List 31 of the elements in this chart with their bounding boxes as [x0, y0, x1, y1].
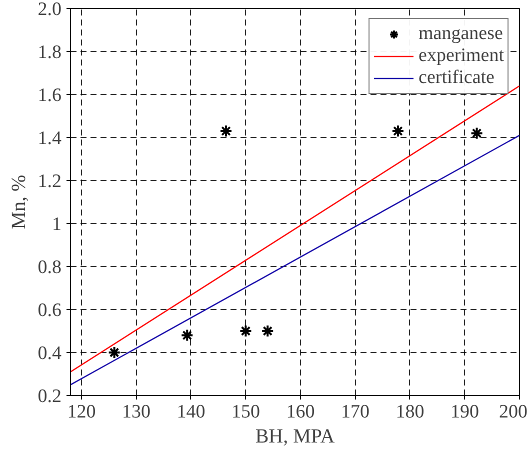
- y-tick-label: 1: [52, 214, 62, 235]
- x-tick-label: 120: [67, 402, 96, 422]
- y-axis-title: Mn, %: [8, 174, 30, 230]
- y-tick-label: 0.4: [38, 343, 62, 364]
- x-tick-label: 200: [499, 402, 527, 422]
- x-tick-label: 150: [231, 402, 260, 422]
- y-tick-label: 1.2: [38, 171, 62, 192]
- y-tick-label: 2.0: [38, 0, 62, 20]
- x-tick-label: 160: [286, 402, 315, 422]
- y-tick-label: 0.2: [38, 386, 62, 407]
- x-axis-title: BH, MPA: [255, 426, 336, 448]
- point: [108, 346, 121, 359]
- x-tick-label: 170: [340, 402, 370, 422]
- point: [261, 324, 274, 338]
- y-tick-label: 1.4: [38, 128, 62, 149]
- legend-label: manganese: [418, 23, 503, 45]
- point: [220, 124, 233, 138]
- point: [391, 124, 404, 138]
- x-tick-label: 130: [122, 402, 150, 422]
- legend-label: certificate: [418, 67, 494, 89]
- y-tick-label: 0.6: [38, 300, 62, 321]
- point: [470, 126, 484, 140]
- x-tick-label: 180: [396, 402, 424, 422]
- x-tick-label: 190: [450, 402, 479, 422]
- y-tick-label: 0.8: [38, 257, 62, 278]
- legend-label: experiment: [418, 45, 504, 67]
- point: [239, 324, 252, 338]
- point: [180, 328, 194, 342]
- y-tick-label: 1.8: [38, 42, 62, 63]
- x-tick-label: 140: [176, 402, 206, 422]
- y-tick-label: 1.6: [38, 85, 62, 106]
